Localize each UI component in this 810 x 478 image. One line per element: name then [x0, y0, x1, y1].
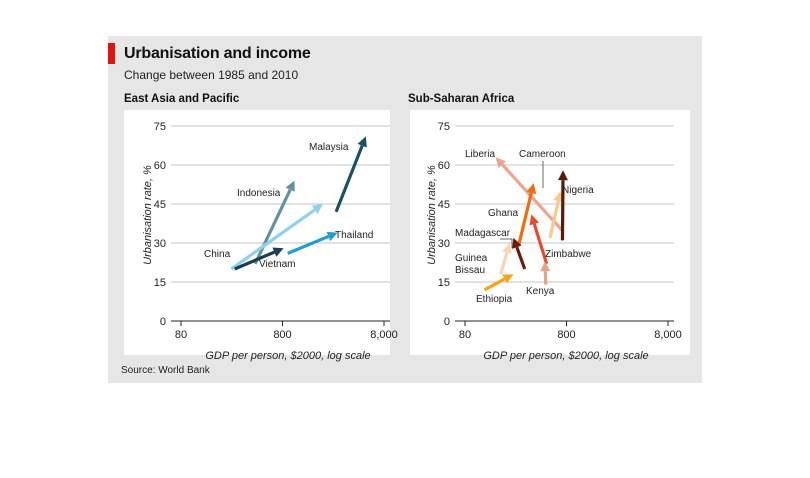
x-tick-label: 800: [273, 329, 291, 341]
y-tick-label: 30: [438, 238, 450, 250]
arrow-vietnam: [233, 247, 284, 271]
series-label: Thailand: [335, 230, 373, 241]
arrow-shaft: [253, 188, 292, 265]
arrow-head: [357, 136, 367, 148]
panel-title-east-asia: East Asia and Pacific: [124, 93, 240, 105]
series-label: China: [204, 249, 231, 260]
series-label: Vietnam: [259, 259, 296, 270]
arrow-shaft: [517, 192, 533, 246]
y-tick-label: 0: [160, 316, 166, 328]
x-axis-label: GDP per person, $2000, log scale: [483, 350, 648, 362]
arrow-ghana: [517, 183, 537, 246]
series-label: Malaysia: [309, 142, 349, 153]
panel-title-africa: Sub-Saharan Africa: [408, 93, 515, 105]
arrow-malaysia: [334, 136, 367, 213]
y-tick-label: 75: [154, 121, 166, 133]
chart-title: Urbanisation and income: [124, 45, 311, 62]
series-label: Zimbabwe: [545, 249, 592, 260]
series-label: Liberia: [465, 149, 495, 160]
chart-panel-2: 0 15 30 45 60 75 80 800 8,000 GDP per person, $20…: [410, 110, 690, 362]
arrow-head: [502, 243, 512, 254]
arrow-shaft: [532, 223, 549, 265]
y-tick-label: 45: [438, 199, 450, 211]
arrow-shaft: [233, 250, 276, 271]
arrow-nigeria: [557, 170, 568, 241]
x-tick-label: 8,000: [654, 329, 682, 341]
plot-area: [124, 110, 390, 355]
series-label: Ghana: [488, 208, 518, 219]
arrow-head: [553, 191, 564, 202]
series-label: Ethiopia: [476, 294, 513, 305]
arrow-liberia: [495, 157, 564, 232]
x-tick-label: 800: [557, 329, 575, 341]
arrow-head: [495, 157, 506, 168]
arrow-head: [311, 204, 323, 214]
arrow-head: [326, 231, 338, 242]
arrow-indonesia: [253, 180, 295, 265]
arrow-head: [526, 183, 537, 195]
arrow-shaft: [483, 277, 506, 292]
source-note: Source: World Bank: [121, 365, 210, 376]
arrow-shaft: [287, 234, 330, 255]
x-axis-label: GDP per person, $2000, log scale: [205, 350, 370, 362]
y-tick-label: 75: [438, 121, 450, 133]
arrow-shaft: [230, 208, 316, 271]
arrow-head: [285, 180, 295, 192]
x-tick-label: 80: [175, 329, 187, 341]
arrow-head: [540, 261, 551, 272]
arrow-head: [557, 170, 568, 181]
arrow-zimbabwe: [529, 214, 549, 265]
arrow-head: [529, 214, 540, 226]
y-tick-label: 30: [154, 238, 166, 250]
arrow-head: [502, 274, 514, 284]
series-label: Guinea: [455, 253, 488, 264]
arrow-shaft: [560, 180, 565, 241]
series-label: Madagascar: [455, 228, 511, 239]
arrow-shaft: [334, 145, 364, 213]
series-label: Indonesia: [237, 188, 281, 199]
y-tick-label: 0: [444, 316, 450, 328]
arrow-head: [512, 237, 522, 249]
y-axis-label: Urbanisation rate, %: [142, 165, 154, 265]
arrow-head: [272, 247, 284, 257]
y-tick-label: 15: [438, 277, 450, 289]
arrow-thailand: [287, 231, 338, 255]
x-tick-label: 8,000: [370, 329, 398, 341]
y-axis-label: Urbanisation rate, %: [426, 165, 438, 265]
chart-subtitle: Change between 1985 and 2010: [124, 68, 299, 82]
arrow-cameroon: [548, 191, 564, 239]
arrow-shaft: [543, 271, 548, 285]
series-label: Bissau: [455, 265, 485, 276]
y-tick-label: 60: [438, 160, 450, 172]
arrow-kenya: [540, 261, 551, 285]
arrow-guinea-bissau: [499, 243, 512, 275]
arrow-shaft: [499, 252, 509, 275]
arrow-ethiopia: [483, 274, 514, 292]
x-tick-label: 80: [459, 329, 471, 341]
arrow-madagascar: [512, 237, 527, 270]
arrow-shaft: [515, 246, 527, 270]
y-tick-label: 60: [154, 160, 166, 172]
brand-tag: [108, 43, 115, 64]
arrow-shaft: [501, 163, 564, 232]
arrow-china: [230, 204, 323, 271]
arrow-shaft: [548, 200, 560, 239]
y-tick-label: 45: [154, 199, 166, 211]
series-label: Cameroon: [519, 149, 566, 160]
series-label: Nigeria: [562, 185, 594, 196]
y-tick-label: 15: [154, 277, 166, 289]
series-label: Kenya: [526, 286, 555, 297]
